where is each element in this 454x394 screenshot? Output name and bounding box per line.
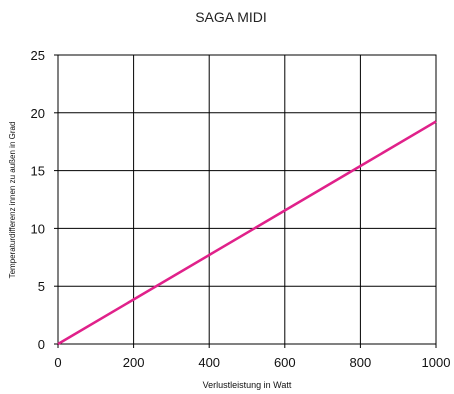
x-tick-label-2: 400 bbox=[198, 355, 220, 370]
x-tick-label-5: 1000 bbox=[422, 355, 451, 370]
x-tick-label-3: 600 bbox=[274, 355, 296, 370]
y-axis-label: Temperaturdifferenz innen zu außen in Gr… bbox=[8, 122, 17, 279]
x-tick-label-1: 200 bbox=[123, 355, 145, 370]
y-axis-ticks: 0 5 10 15 20 25 bbox=[31, 48, 58, 352]
y-tick-label-0: 0 bbox=[38, 337, 45, 352]
series-line-0 bbox=[57, 120, 437, 346]
x-axis-ticks: 0 200 400 600 800 1000 bbox=[54, 344, 450, 370]
x-tick-label-4: 800 bbox=[350, 355, 372, 370]
x-axis-label: Verlustleistung in Watt bbox=[203, 380, 292, 390]
y-tick-label-5: 25 bbox=[31, 48, 45, 63]
y-tick-label-3: 15 bbox=[31, 164, 45, 179]
plot-area bbox=[57, 54, 437, 345]
y-tick-label-2: 10 bbox=[31, 221, 45, 236]
series-group bbox=[57, 120, 437, 346]
chart-title: SAGA MIDI bbox=[195, 9, 267, 25]
gridlines bbox=[58, 55, 436, 344]
x-tick-label-0: 0 bbox=[54, 355, 61, 370]
y-tick-label-4: 20 bbox=[31, 106, 45, 121]
y-tick-label-1: 5 bbox=[38, 279, 45, 294]
